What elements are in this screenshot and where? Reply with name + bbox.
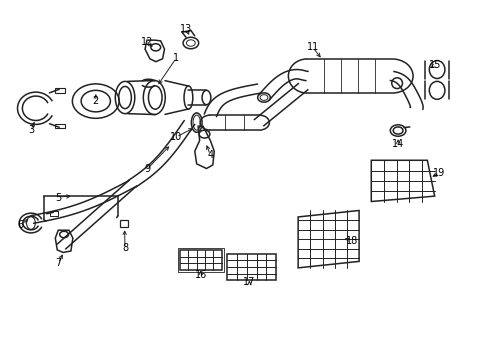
Text: 18: 18 [345,236,357,246]
Text: 5: 5 [55,193,61,203]
Bar [55,124,65,129]
Text: 14: 14 [391,139,404,149]
Text: 11: 11 [306,42,318,52]
Text: 7: 7 [55,258,61,268]
Bar [55,88,65,93]
Bar [227,253,276,280]
Bar [120,220,128,226]
Bar [180,249,221,270]
Text: 15: 15 [427,60,440,70]
Text: 19: 19 [432,168,445,178]
Text: 17: 17 [243,277,255,287]
Text: 1: 1 [173,53,179,63]
Text: 16: 16 [194,270,206,280]
Bar [50,211,58,216]
Text: 3: 3 [28,125,34,135]
Text: 13: 13 [180,24,192,35]
Text: 4: 4 [207,150,213,160]
Text: 9: 9 [143,164,150,174]
Text: 8: 8 [122,243,128,253]
Text: 12: 12 [141,37,153,47]
Text: 10: 10 [170,132,182,142]
Text: 2: 2 [92,96,99,106]
Text: 6: 6 [17,220,23,230]
Bar [178,248,223,272]
